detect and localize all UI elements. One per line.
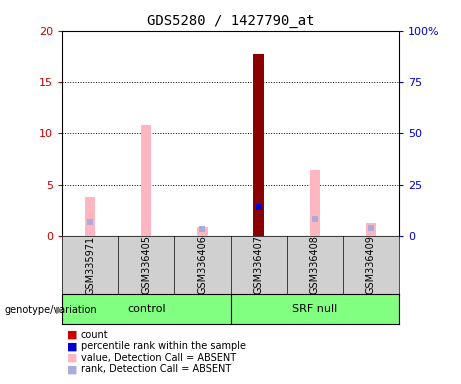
Text: ▶: ▶	[56, 305, 64, 315]
Bar	[85, 197, 95, 236]
Bar	[310, 170, 319, 236]
Text: GSM335971: GSM335971	[85, 235, 95, 295]
Bar	[366, 223, 376, 236]
Text: GSM336408: GSM336408	[310, 235, 319, 295]
Bar	[142, 125, 151, 236]
Title: GDS5280 / 1427790_at: GDS5280 / 1427790_at	[147, 14, 314, 28]
Text: GSM336406: GSM336406	[197, 235, 207, 295]
Text: GSM336405: GSM336405	[142, 235, 151, 295]
Bar	[197, 227, 207, 236]
Text: ■: ■	[67, 353, 77, 363]
Bar	[254, 55, 264, 236]
Text: percentile rank within the sample: percentile rank within the sample	[81, 341, 246, 351]
Text: ■: ■	[67, 330, 77, 340]
Text: control: control	[127, 304, 165, 314]
Text: rank, Detection Call = ABSENT: rank, Detection Call = ABSENT	[81, 364, 231, 374]
Point	[367, 225, 374, 231]
Text: GSM336407: GSM336407	[254, 235, 264, 295]
Point	[255, 204, 262, 210]
Text: genotype/variation: genotype/variation	[5, 305, 97, 315]
Text: GSM336409: GSM336409	[366, 235, 376, 295]
Point	[311, 216, 318, 222]
Text: ■: ■	[67, 364, 77, 374]
Text: count: count	[81, 330, 108, 340]
Point	[199, 226, 206, 232]
Text: SRF null: SRF null	[292, 304, 337, 314]
Text: ■: ■	[67, 341, 77, 351]
Point	[87, 219, 94, 225]
Text: value, Detection Call = ABSENT: value, Detection Call = ABSENT	[81, 353, 236, 363]
